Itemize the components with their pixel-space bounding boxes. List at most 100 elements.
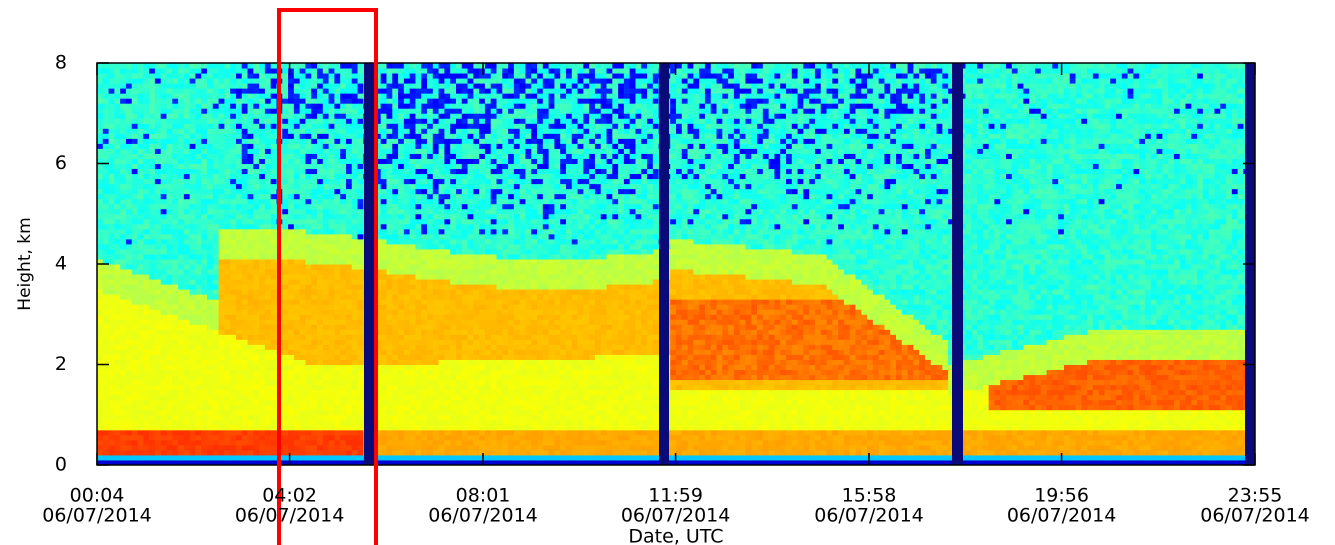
heatmap-cell — [125, 359, 133, 365]
heatmap-cell — [288, 63, 295, 69]
heatmap-cell — [340, 93, 347, 99]
heatmap-cell — [183, 434, 191, 441]
heatmap-cell — [212, 369, 220, 376]
heatmap-cell — [403, 294, 411, 300]
heatmap-cell — [212, 223, 220, 230]
heatmap-cell — [166, 299, 173, 305]
heatmap-cell — [137, 133, 144, 139]
heatmap-cell — [322, 264, 330, 270]
heatmap-cell — [207, 163, 214, 170]
heatmap-cell — [432, 178, 440, 185]
heatmap-cell — [114, 83, 121, 89]
heatmap-cell — [386, 203, 393, 210]
heatmap-cell — [195, 379, 202, 386]
heatmap-cell — [143, 364, 150, 371]
heatmap-cell — [444, 444, 451, 451]
heatmap-cell — [398, 173, 405, 180]
heatmap-cell — [317, 379, 324, 386]
heatmap-cell — [392, 93, 399, 99]
heatmap-cell — [183, 258, 191, 265]
heatmap-cell — [317, 294, 324, 300]
heatmap-cell — [235, 434, 243, 441]
heatmap-cell — [311, 193, 318, 200]
heatmap-cell — [340, 213, 347, 220]
heatmap-cell — [334, 459, 341, 466]
heatmap-cell — [398, 319, 405, 325]
heatmap-cell — [120, 324, 127, 330]
heatmap-cell — [218, 168, 225, 175]
heatmap-cell — [328, 434, 335, 441]
heatmap-cell — [189, 304, 196, 310]
heatmap-cell — [299, 419, 306, 426]
heatmap-cell — [270, 354, 277, 360]
heatmap-cell — [102, 173, 110, 180]
heatmap-cell — [259, 399, 266, 406]
heatmap-cell — [351, 334, 359, 340]
heatmap-cell — [415, 399, 422, 406]
heatmap-cell — [125, 98, 133, 104]
heatmap-cell — [415, 364, 422, 371]
heatmap-cell — [299, 269, 306, 275]
heatmap-cell — [432, 399, 440, 406]
heatmap-cell — [247, 324, 254, 330]
heatmap-cell — [149, 68, 156, 74]
heatmap-cell — [224, 143, 231, 149]
heatmap-cell — [143, 178, 150, 185]
heatmap-cell — [288, 419, 295, 426]
heatmap-cell — [166, 454, 173, 461]
heatmap-cell — [201, 369, 208, 376]
heatmap-cell — [154, 233, 162, 240]
heatmap-cell — [230, 248, 237, 255]
heatmap-cell — [264, 459, 272, 466]
heatmap-cell — [120, 183, 127, 190]
heatmap-cell — [415, 394, 422, 401]
heatmap-cell — [201, 98, 208, 104]
heatmap-cell — [235, 354, 243, 360]
heatmap-cell — [224, 444, 231, 451]
heatmap-cell — [108, 238, 115, 245]
heatmap-cell — [131, 329, 139, 335]
heatmap-cell — [299, 183, 306, 190]
heatmap-cell — [201, 78, 208, 84]
heatmap-cell — [218, 394, 225, 401]
heatmap-cell — [178, 258, 185, 265]
heatmap-cell — [172, 113, 179, 119]
heatmap-cell — [282, 158, 289, 164]
heatmap-cell — [97, 108, 104, 114]
heatmap-cell — [189, 258, 196, 265]
heatmap-cell — [450, 198, 457, 205]
heatmap-cell — [183, 389, 191, 396]
heatmap-cell — [432, 113, 440, 119]
heatmap-cell — [455, 459, 463, 466]
heatmap-cell — [97, 163, 104, 170]
heatmap-cell — [166, 359, 173, 365]
heatmap-cell — [178, 173, 185, 180]
heatmap-cell — [351, 404, 359, 411]
heatmap-cell — [340, 113, 347, 119]
heatmap-cell — [334, 289, 341, 295]
heatmap-cell — [230, 163, 237, 170]
heatmap-cell — [282, 409, 289, 416]
heatmap-cell — [195, 168, 202, 175]
heatmap-cell — [386, 88, 393, 94]
heatmap-cell — [172, 344, 179, 350]
heatmap-cell — [125, 183, 133, 190]
heatmap-cell — [183, 208, 191, 215]
heatmap-cell — [172, 173, 179, 180]
heatmap-cell — [450, 279, 457, 285]
heatmap-cell — [305, 88, 312, 94]
heatmap-cell — [230, 118, 237, 124]
heatmap-cell — [351, 228, 359, 235]
heatmap-cell — [409, 198, 416, 205]
heatmap-cell — [455, 349, 463, 355]
heatmap-cell — [235, 279, 243, 285]
heatmap-cell — [178, 424, 185, 431]
heatmap-cell — [380, 399, 387, 406]
heatmap-cell — [455, 324, 463, 330]
heatmap-cell — [224, 133, 231, 139]
heatmap-cell — [328, 173, 335, 180]
heatmap-cell — [288, 148, 295, 154]
heatmap-cell — [421, 208, 428, 215]
heatmap-cell — [178, 228, 185, 235]
heatmap-cell — [125, 399, 133, 406]
